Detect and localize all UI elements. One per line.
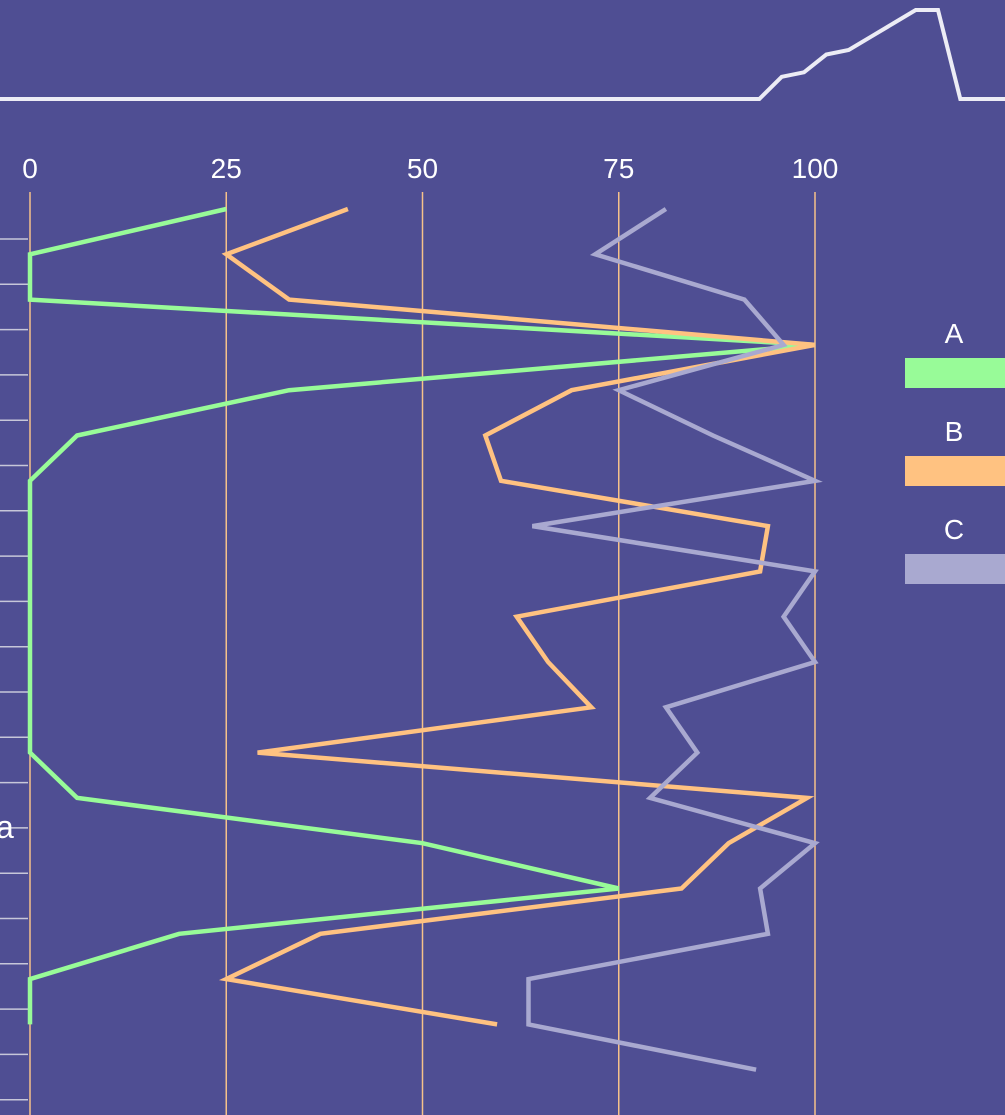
legend-swatch-C <box>905 554 1005 584</box>
x-tick-label-25: 25 <box>211 153 242 184</box>
legend-label-A: A <box>945 318 964 349</box>
series-line-B <box>218 206 816 1027</box>
legend-swatch-A <box>905 358 1005 388</box>
x-tick-label-0: 0 <box>22 153 38 184</box>
grid-lines <box>29 192 816 1115</box>
legend-label-B: B <box>945 416 964 447</box>
x-tick-label-50: 50 <box>407 153 438 184</box>
series-line-C <box>526 207 823 1072</box>
legend: A B C <box>905 318 1005 584</box>
series-lines <box>27 206 823 1072</box>
x-tick-label-100: 100 <box>792 153 839 184</box>
x-tick-label-75: 75 <box>603 153 634 184</box>
y-axis-label: a <box>0 809 14 845</box>
legend-label-C: C <box>944 514 964 545</box>
y-axis-ticks <box>0 238 28 1101</box>
x-tick-labels: 0 25 50 75 100 <box>22 153 838 184</box>
legend-swatch-B <box>905 456 1005 486</box>
overview-line <box>0 8 1005 101</box>
overview-strip <box>0 8 1005 101</box>
